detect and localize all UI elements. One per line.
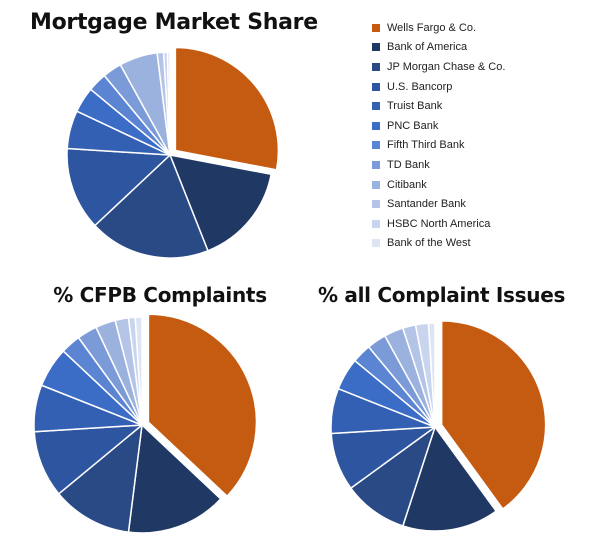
pie-slice-bank-of-the-west: [166, 51, 171, 156]
legend-label: Truist Bank: [387, 100, 443, 113]
legend-label: U.S. Bancorp: [387, 80, 453, 93]
legend-item: HSBC North America: [372, 214, 505, 234]
legend-label: Fifth Third Bank: [387, 139, 465, 152]
legend-label: Bank of America: [387, 41, 468, 54]
legend-swatch: [372, 239, 380, 248]
legend-item: Wells Fargo & Co.: [372, 18, 505, 38]
legend-label: PNC Bank: [387, 119, 439, 132]
legend-swatch: [372, 180, 380, 189]
pie-slice-bank-of-america: [127, 424, 222, 534]
legend-swatch: [372, 102, 380, 111]
legend: Wells Fargo & Co. Bank of America JP Morga…: [372, 18, 505, 253]
legend-swatch: [372, 141, 380, 150]
legend-label: Citibank: [387, 178, 427, 191]
pie-slice-bank-of-the-west: [427, 322, 436, 428]
legend-item: U.S. Bancorp: [372, 77, 505, 97]
pie-chart-mortgage-market-share: [66, 46, 280, 259]
chart-title-mortgage-market-share: Mortgage Market Share: [30, 10, 318, 35]
legend-swatch: [372, 160, 380, 169]
legend-item: PNC Bank: [372, 116, 505, 136]
pie-slice-wells-fargo-co: [440, 320, 547, 510]
legend-label: Santander Bank: [387, 198, 466, 211]
pie-chart-cfpb-complaints: [33, 313, 258, 534]
pie-slice-bank-of-america: [169, 154, 272, 252]
chart-title-all-complaint-issues: % all Complaint Issues: [318, 283, 566, 307]
pie-chart-all-complaint-issues: [330, 320, 547, 532]
pie-slice-wells-fargo-co: [147, 313, 258, 497]
legend-label: TD Bank: [387, 158, 430, 171]
pie-slice-wells-fargo-co: [174, 46, 280, 171]
pie-slice-bank-of-america: [402, 426, 497, 532]
legend-item: JP Morgan Chase & Co.: [372, 57, 505, 77]
pie-slice-bank-of-the-west: [134, 316, 143, 426]
legend-item: Fifth Third Bank: [372, 136, 505, 156]
legend-item: Truist Bank: [372, 96, 505, 116]
legend-swatch: [372, 121, 380, 130]
legend-swatch: [372, 219, 380, 228]
legend-label: Bank of the West: [387, 237, 471, 250]
legend-label: HSBC North America: [387, 217, 491, 230]
chart-title-cfpb-complaints: % CFPB Complaints: [53, 283, 267, 307]
legend-swatch: [372, 200, 380, 209]
pie-slice-jp-morgan-chase-co: [58, 424, 143, 533]
legend-swatch: [372, 82, 380, 91]
legend-item: Citibank: [372, 175, 505, 195]
legend-item: Santander Bank: [372, 194, 505, 214]
legend-item: TD Bank: [372, 155, 505, 175]
legend-item: Bank of the West: [372, 234, 505, 254]
legend-swatch: [372, 62, 380, 71]
pie-slice-u-s-bancorp: [66, 147, 171, 227]
legend-label: Wells Fargo & Co.: [387, 21, 477, 34]
legend-label: JP Morgan Chase & Co.: [387, 60, 506, 73]
legend-item: Bank of America: [372, 38, 505, 58]
pie-slice-jp-morgan-chase-co: [94, 154, 209, 259]
legend-swatch: [372, 23, 380, 32]
legend-swatch: [372, 43, 380, 52]
